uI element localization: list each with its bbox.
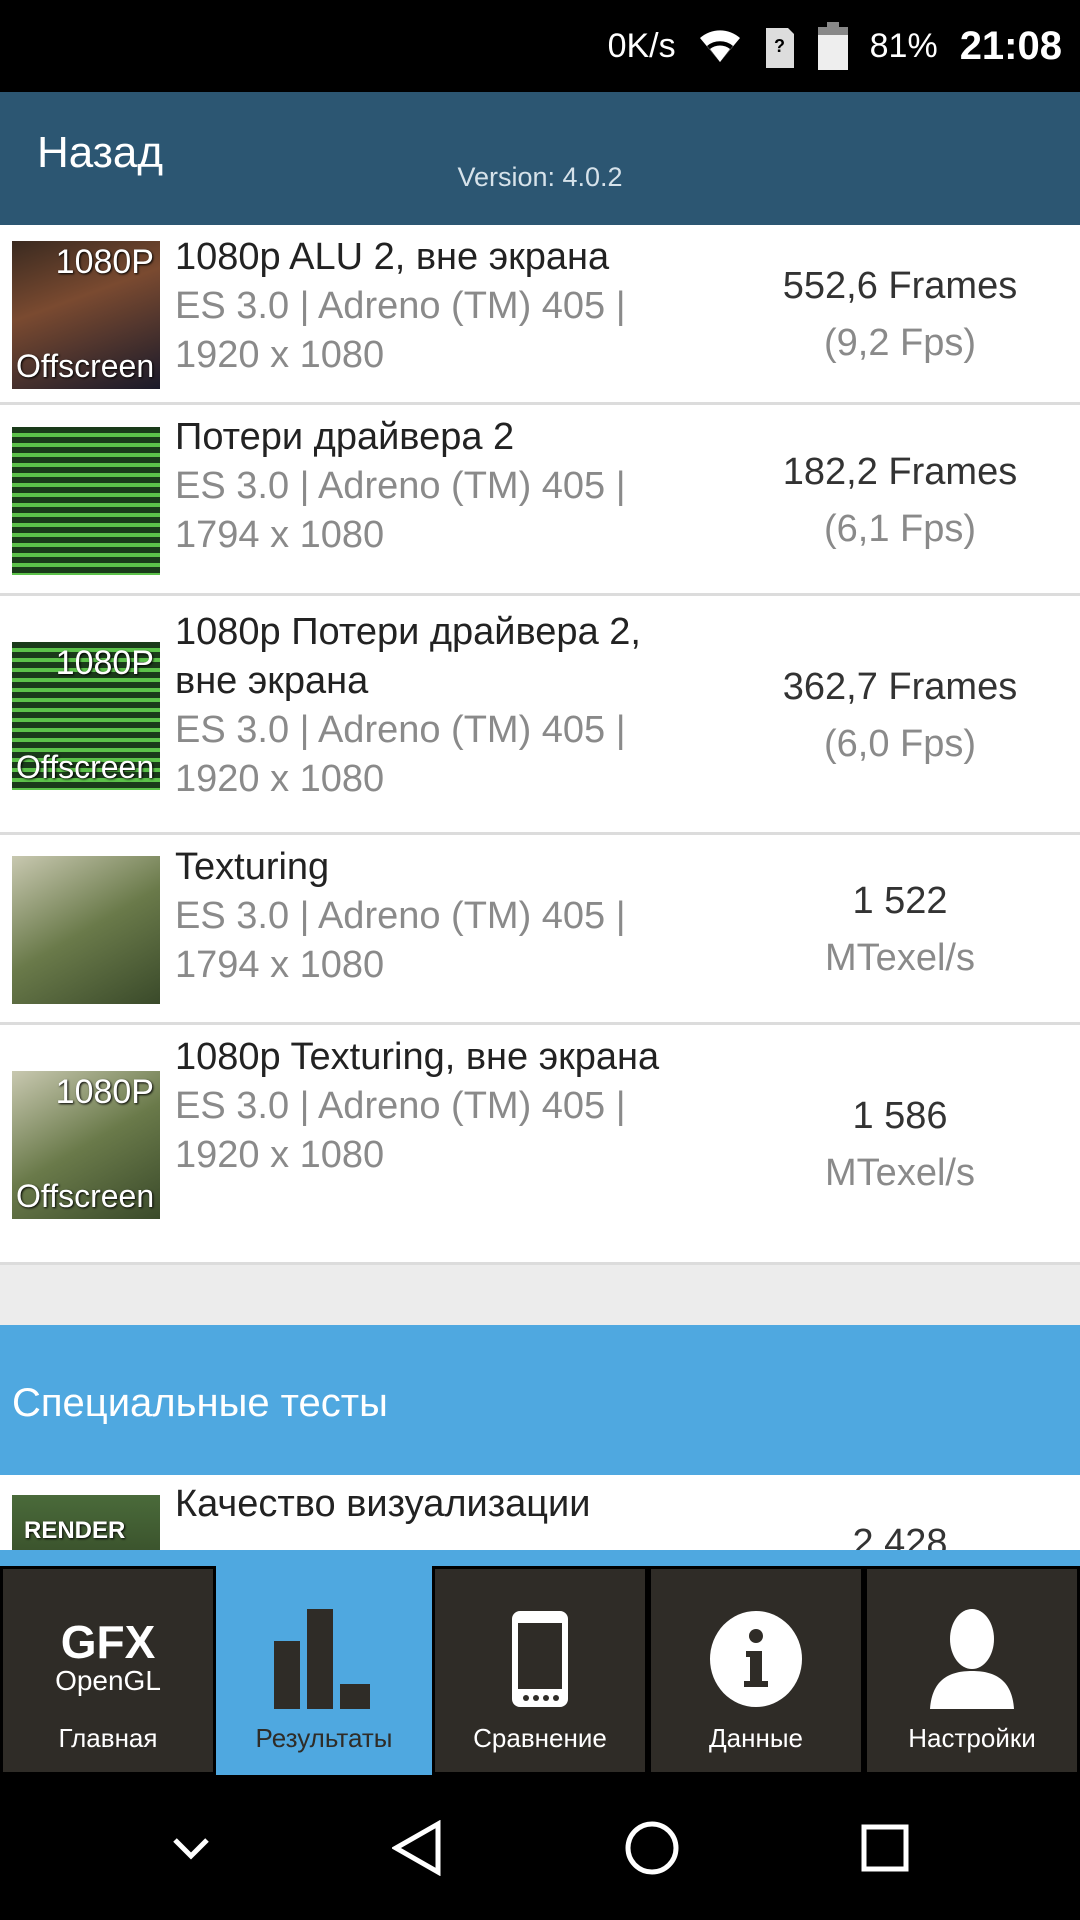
test-thumbnail: 1080P Offscreen: [12, 241, 160, 389]
results-list: 1080P Offscreen 1080p ALU 2, вне экрана …: [0, 225, 1080, 1265]
result-row[interactable]: 1080P Offscreen 1080p Потери драйвера 2,…: [0, 596, 1080, 835]
bar-chart-icon: [274, 1609, 370, 1709]
test-score: 2 428: [852, 1522, 948, 1550]
test-resolution: 1794 x 1080: [175, 944, 385, 986]
clock: 21:08: [959, 23, 1062, 68]
tab-home[interactable]: GFX OpenGL Главная: [0, 1566, 216, 1775]
test-title: 1080p Texturing, вне экрана: [175, 1036, 660, 1078]
status-bar: 0K/s ? 81% 21:08: [0, 0, 1080, 92]
test-api: ES 3.0 | Adreno (TM) 405 |: [175, 285, 626, 327]
result-row[interactable]: 1080P Offscreen 1080p ALU 2, вне экрана …: [0, 225, 1080, 405]
test-thumbnail: 1080P Offscreen: [12, 1071, 160, 1219]
test-api: ES 3.0 | Adreno (TM) 405 |: [175, 709, 626, 751]
test-score: 1 522: [852, 880, 948, 922]
result-row[interactable]: RENDER Качество визуализации 2 428: [0, 1475, 1080, 1550]
wifi-icon: [699, 30, 740, 62]
test-score: 362,7 Frames: [782, 665, 1018, 708]
test-score-unit: MTexel/s: [825, 937, 975, 979]
test-thumbnail: [12, 856, 160, 1004]
test-title: Потери драйвера 2: [175, 416, 515, 458]
back-button[interactable]: Назад: [37, 128, 164, 177]
tab-info[interactable]: Данные: [648, 1566, 864, 1775]
user-icon: [930, 1609, 1014, 1709]
battery-percent: 81%: [869, 26, 938, 65]
test-score-unit: (9,2 Fps): [823, 322, 977, 364]
chevron-down-icon[interactable]: [171, 1836, 211, 1860]
test-score: 182,2 Frames: [782, 450, 1018, 493]
gfx-logo-icon: GFX OpenGL: [55, 1616, 161, 1696]
bottom-tab-bar: GFX OpenGL Главная Результаты Сравнение …: [0, 1550, 1080, 1775]
test-api: ES 3.0 | Adreno (TM) 405 |: [175, 1085, 626, 1127]
result-row[interactable]: 1080P Offscreen 1080p Texturing, вне экр…: [0, 1025, 1080, 1265]
test-title: Качество визуализации: [175, 1483, 591, 1525]
test-thumbnail: RENDER: [12, 1495, 160, 1550]
net-speed: 0K/s: [607, 26, 676, 65]
test-score-unit: (6,1 Fps): [823, 507, 977, 550]
test-resolution: 1920 x 1080: [175, 1134, 385, 1176]
test-thumbnail: 1080P Offscreen: [12, 641, 160, 790]
test-score: 1 586: [852, 1095, 948, 1137]
test-api: ES 3.0 | Adreno (TM) 405 |: [175, 895, 626, 937]
recents-square-icon[interactable]: [861, 1824, 909, 1872]
test-score-unit: MTexel/s: [825, 1152, 975, 1194]
tab-settings[interactable]: Настройки: [864, 1566, 1080, 1775]
divider: [0, 1265, 1080, 1325]
battery-icon: [817, 22, 848, 70]
result-row[interactable]: Texturing ES 3.0 | Adreno (TM) 405 | 179…: [0, 835, 1080, 1025]
tab-results[interactable]: Результаты: [216, 1566, 432, 1775]
tab-compare[interactable]: Сравнение: [432, 1566, 648, 1775]
section-header: Специальные тесты: [0, 1325, 1080, 1475]
svg-text:?: ?: [774, 36, 785, 56]
test-score-unit: (6,0 Fps): [823, 722, 977, 765]
test-api: ES 3.0 | Adreno (TM) 405 |: [175, 465, 626, 507]
app-header: Назад Version: 4.0.2: [0, 92, 1080, 225]
info-icon: [710, 1611, 802, 1707]
phone-icon: [512, 1611, 568, 1707]
test-resolution: 1794 x 1080: [175, 514, 385, 556]
sim-unknown-icon: ?: [765, 28, 794, 68]
test-title: 1080p Потери драйвера 2, вне экрана: [175, 611, 641, 702]
test-thumbnail: [12, 426, 160, 575]
system-nav-bar: [0, 1775, 1080, 1920]
version-label: Version: 4.0.2: [457, 162, 623, 192]
test-title: Texturing: [175, 846, 330, 888]
back-triangle-icon[interactable]: [392, 1819, 442, 1876]
result-row[interactable]: Потери драйвера 2 ES 3.0 | Adreno (TM) 4…: [0, 405, 1080, 596]
test-title: 1080p ALU 2, вне экрана: [175, 236, 610, 278]
test-resolution: 1920 x 1080: [175, 334, 385, 376]
test-resolution: 1920 x 1080: [175, 758, 385, 800]
home-circle-icon[interactable]: [624, 1820, 680, 1876]
test-score: 552,6 Frames: [782, 265, 1018, 307]
